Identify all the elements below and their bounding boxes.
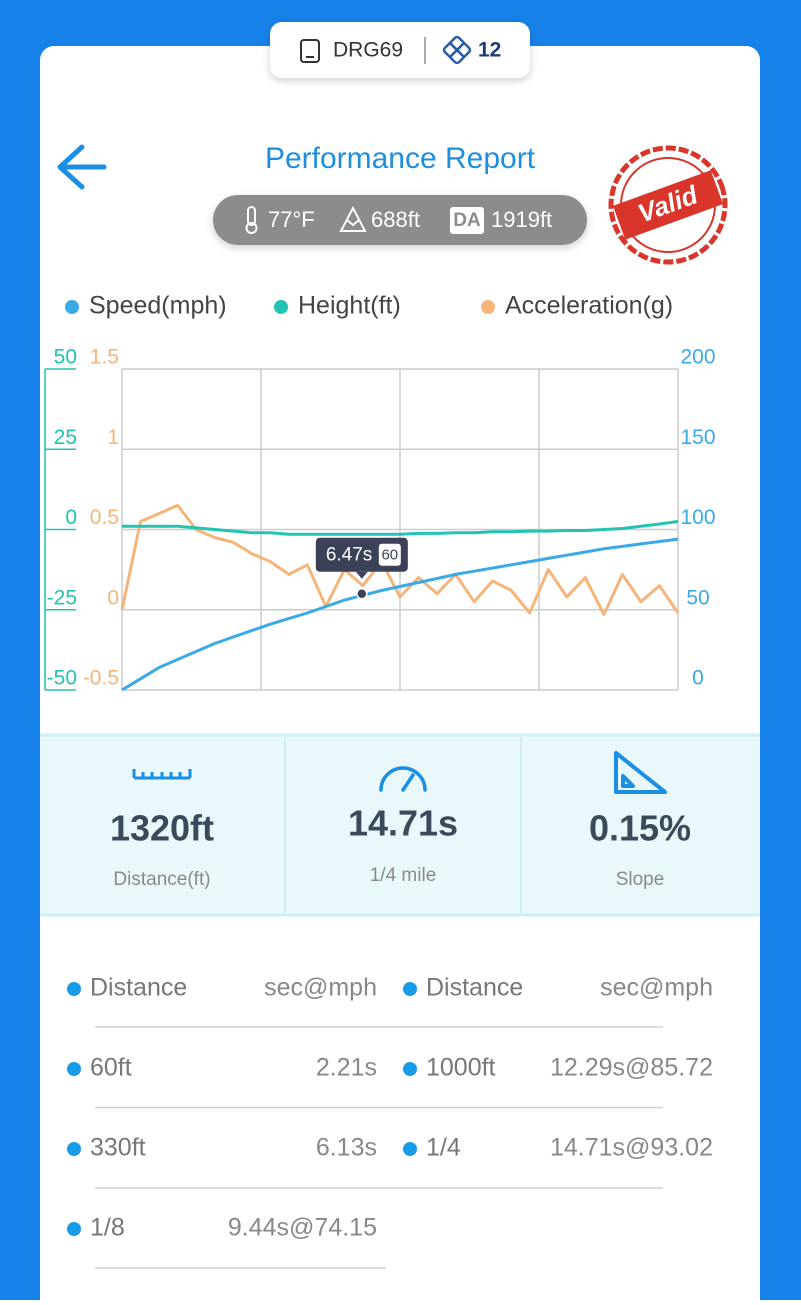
device-pill xyxy=(270,22,530,78)
row-value: 9.44s@74.15 xyxy=(228,1214,377,1242)
row-value: 6.13s xyxy=(316,1134,377,1162)
legend-marker xyxy=(65,300,79,314)
gauge-icon xyxy=(379,766,427,792)
y-tick-label: 1.5 xyxy=(90,346,119,369)
conditions-pill xyxy=(213,195,587,245)
altitude-icon xyxy=(339,205,367,232)
tooltip-badge xyxy=(378,543,401,566)
row-label: 1/4 xyxy=(426,1134,461,1162)
temperature: 77°F xyxy=(268,207,315,232)
y-tick-label: 0 xyxy=(107,586,119,609)
stat-label: Distance(ft) xyxy=(113,869,210,890)
row-value: 12.29s@85.72 xyxy=(550,1054,713,1082)
stat-label: Slope xyxy=(616,869,665,890)
row-label: 1000ft xyxy=(426,1054,496,1082)
bullet xyxy=(67,1142,81,1156)
series-line xyxy=(120,503,680,617)
altitude: 688ft xyxy=(371,207,420,232)
series-line xyxy=(121,537,679,692)
stats-panel xyxy=(40,735,760,915)
y-tick-label: -50 xyxy=(47,667,77,690)
title: Performance Report xyxy=(265,142,536,175)
y-tick-label: 100 xyxy=(680,506,715,529)
bullet xyxy=(67,1222,81,1236)
legend-marker xyxy=(481,300,495,314)
bullet xyxy=(403,982,417,996)
legend-label: Height(ft) xyxy=(298,292,401,320)
legend-marker xyxy=(274,300,288,314)
legend-label: Speed(mph) xyxy=(89,292,227,320)
row-label: 1/8 xyxy=(90,1214,125,1242)
row-label: 330ft xyxy=(90,1134,146,1162)
y-tick-label: 50 xyxy=(54,346,77,369)
y-tick-label: 1 xyxy=(107,426,119,449)
thermometer-icon xyxy=(245,206,258,234)
row-value: 14.71s@93.02 xyxy=(550,1134,713,1162)
y-tick-label: 200 xyxy=(680,346,715,369)
count-icon xyxy=(442,35,472,65)
row-value: 2.21s xyxy=(316,1054,377,1082)
row-label: 60ft xyxy=(90,1054,132,1082)
count: 12 xyxy=(478,39,501,62)
tooltip-x: 6.47s xyxy=(326,545,372,566)
series-line xyxy=(122,520,679,536)
bullet xyxy=(67,1062,81,1076)
bullet xyxy=(67,982,81,996)
y-tick-label: 150 xyxy=(680,426,715,449)
da-badge-text: DA xyxy=(453,210,481,231)
column-header: Distance xyxy=(90,974,187,1002)
back-button[interactable] xyxy=(57,144,107,190)
stat-value: 1320ft xyxy=(110,808,214,849)
tooltip-y: 60 xyxy=(381,547,398,564)
density-altitude: 1919ft xyxy=(491,207,552,232)
device-icon xyxy=(300,39,320,63)
slope-icon xyxy=(614,751,667,794)
legend-label: Acceleration(g) xyxy=(505,292,673,320)
column-header: sec@mph xyxy=(600,974,713,1002)
column-header: sec@mph xyxy=(264,974,377,1002)
y-tick-label: 0.5 xyxy=(90,506,119,529)
bullet xyxy=(403,1062,417,1076)
y-tick-label: -25 xyxy=(47,586,77,609)
y-tick-label: 0 xyxy=(65,506,77,529)
y-tick-label: -0.5 xyxy=(83,667,119,690)
stat-value: 0.15% xyxy=(589,808,691,849)
y-tick-label: 25 xyxy=(54,426,77,449)
y-tick-label: 0 xyxy=(692,667,704,690)
ruler-icon xyxy=(132,769,192,780)
bullet xyxy=(403,1142,417,1156)
tooltip-pointer xyxy=(355,571,368,579)
column-header: Distance xyxy=(426,974,523,1002)
tooltip-point xyxy=(356,587,368,600)
device-name: DRG69 xyxy=(333,39,403,62)
stat-label: 1/4 mile xyxy=(370,865,437,886)
y-tick-label: 50 xyxy=(686,586,709,609)
stat-value: 14.71s xyxy=(348,803,458,844)
da-badge xyxy=(450,207,484,234)
